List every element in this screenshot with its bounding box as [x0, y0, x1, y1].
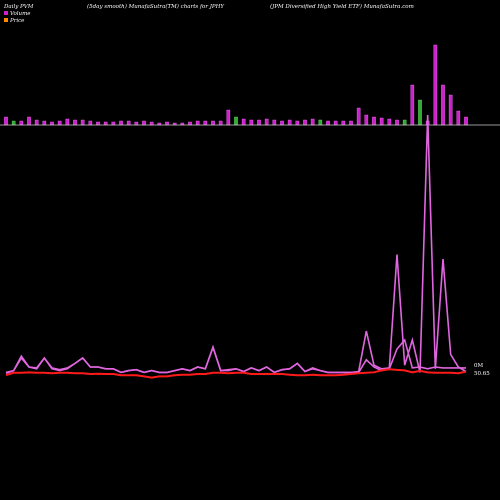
- volume-bar: [4, 116, 8, 126]
- legend-volume-swatch: [4, 11, 8, 15]
- volume-bar: [119, 120, 123, 126]
- volume-bar: [34, 119, 39, 126]
- header-middle: (5day smooth) MunafaSutra(TM) charts for…: [87, 3, 225, 10]
- volume-bar: [149, 121, 154, 126]
- volume-bar: [134, 121, 139, 126]
- volume-bar: [318, 119, 323, 126]
- volume-bar: [19, 120, 24, 126]
- volume-bar: [165, 121, 169, 126]
- volume-bar: [211, 120, 215, 126]
- volume-bar: [249, 119, 254, 126]
- volume-bar: [295, 120, 300, 126]
- volume-bar: [203, 120, 208, 126]
- volume-bar: [303, 119, 307, 126]
- volume-bar: [73, 119, 77, 126]
- volume-bar: [349, 120, 353, 126]
- volume-bar: [287, 119, 292, 126]
- volume-bar: [333, 120, 338, 126]
- volume-bar: [379, 117, 384, 126]
- volume-bar: [111, 121, 116, 126]
- volume-bar: [310, 118, 315, 126]
- volume-bar: [456, 110, 461, 126]
- volume-bar: [96, 121, 100, 126]
- price-axis-label: 50.65: [474, 371, 490, 377]
- volume-bar: [234, 116, 238, 126]
- volume-bar: [65, 118, 70, 126]
- volume-bar: [218, 120, 223, 126]
- volume-bar: [11, 120, 16, 126]
- legend-volume-label: Volume: [10, 11, 31, 17]
- header-left: Daily PVM: [3, 4, 34, 10]
- volume-bar: [341, 120, 346, 126]
- legend-price-swatch: [4, 18, 8, 22]
- volume-bar: [433, 44, 438, 126]
- volume-bar: [142, 120, 146, 126]
- volume-bar: [272, 119, 277, 126]
- volume-bar: [195, 120, 200, 126]
- volume-bar: [356, 107, 361, 126]
- volume-bar: [103, 121, 108, 126]
- header-right: (JPM Diversified High Yield ETF) MunafaS…: [270, 3, 414, 10]
- volume-bar: [448, 94, 453, 126]
- volume-bar: [372, 116, 376, 126]
- volume-bar: [464, 116, 468, 126]
- volume-bar: [27, 116, 31, 126]
- volume-bar: [402, 119, 407, 126]
- volume-bar: [395, 119, 399, 126]
- legend-price-label: Price: [9, 18, 25, 24]
- volume-bar: [188, 121, 192, 126]
- volume-peak-line: [5, 114, 467, 374]
- volume-bar: [257, 119, 261, 126]
- volume-bar: [326, 120, 330, 126]
- volume-bar: [42, 120, 47, 126]
- volume-bar: [226, 109, 231, 126]
- volume-bar: [441, 84, 445, 126]
- volume-bar: [387, 118, 392, 126]
- volume-bar: [241, 118, 246, 126]
- volume-bar: [364, 114, 369, 126]
- volume-bar: [264, 118, 269, 126]
- volume-bar: [57, 120, 62, 126]
- volume-bar: [126, 120, 131, 126]
- price-line: [5, 368, 467, 379]
- volume-bar: [280, 120, 284, 126]
- volume-axis-label: 0M: [474, 363, 483, 369]
- volume-bar: [418, 99, 422, 126]
- volume-bar: [410, 84, 415, 126]
- volume-bar: [88, 120, 93, 126]
- volume-bar: [80, 119, 85, 126]
- volume-bar: [50, 121, 54, 126]
